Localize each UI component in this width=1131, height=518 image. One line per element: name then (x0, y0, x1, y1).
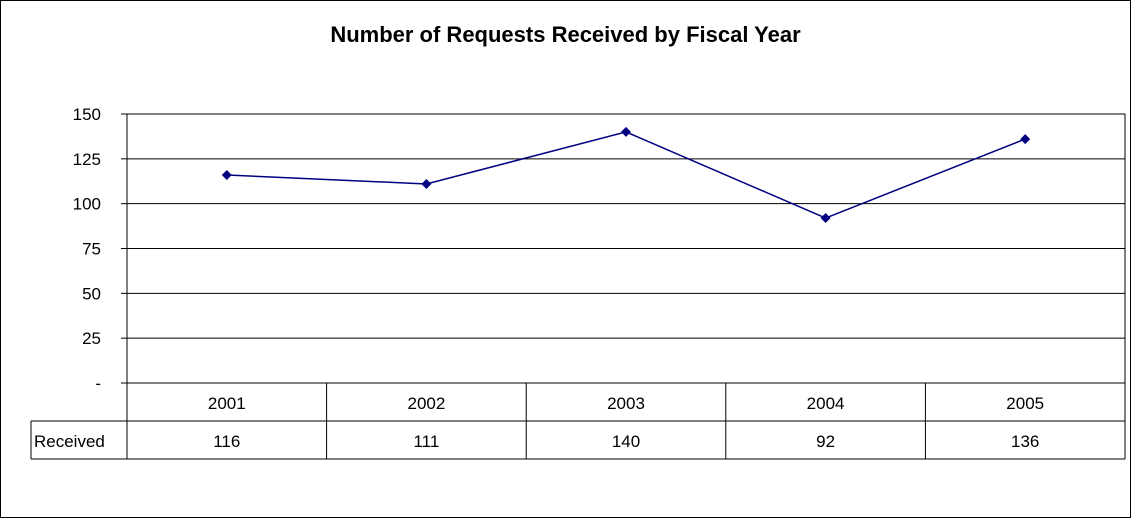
data-label: 111 (413, 432, 439, 451)
y-tick-label: - (95, 374, 101, 393)
plot-area (126, 113, 1126, 384)
series-line (226, 131, 1026, 219)
x-tick-label: 2004 (807, 394, 845, 413)
data-label: 116 (213, 432, 240, 451)
y-tick-label: 25 (82, 329, 101, 348)
legend-entry: Received (34, 432, 105, 451)
data-label: 92 (816, 432, 835, 451)
y-tick-label: 50 (82, 284, 101, 303)
data-point (421, 178, 432, 189)
x-tick-label: 2002 (407, 394, 445, 413)
data-point (221, 169, 232, 180)
y-tick-label: 75 (82, 240, 101, 259)
data-point (1020, 134, 1031, 145)
y-tick-label: 100 (73, 195, 101, 214)
x-tick-label: 2003 (607, 394, 645, 413)
x-tick-label: 2005 (1006, 394, 1044, 413)
data-label: 136 (1011, 432, 1039, 451)
data-point (820, 213, 831, 224)
x-tick-label: 2001 (208, 394, 246, 413)
y-tick-label: 150 (73, 105, 101, 124)
y-tick-label: 125 (73, 150, 101, 169)
data-point (621, 126, 631, 137)
chart-title: Number of Requests Received by Fiscal Ye… (330, 22, 801, 47)
data-label: 140 (612, 432, 640, 451)
